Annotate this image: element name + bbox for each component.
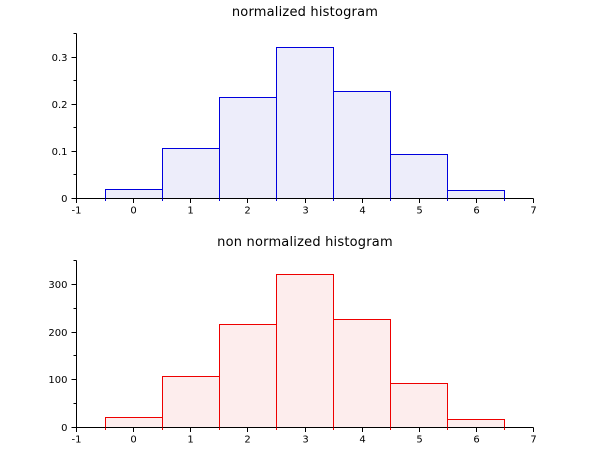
svg-text:4: 4 [359, 435, 365, 446]
chart-title-normalized: normalized histogram [231, 5, 379, 20]
svg-text:0: 0 [61, 194, 67, 205]
svg-text:2: 2 [244, 206, 250, 217]
chart-non-normalized-histogram: non normalized histogram 0 100 200 300 -1 0 1 2… [0, 230, 610, 460]
svg-text:1: 1 [187, 206, 193, 217]
normalized-histogram-plot: 0 0.1 0.2 0.3 -1 0 1 2 3 4 5 6 7 [52, 33, 537, 217]
svg-text:5: 5 [416, 206, 422, 217]
chart-title-non-normalized: non normalized histogram [217, 235, 393, 250]
svg-text:200: 200 [48, 328, 67, 339]
svg-text:300: 300 [48, 280, 67, 291]
svg-text:0.3: 0.3 [52, 53, 68, 64]
svg-text:0: 0 [130, 206, 136, 217]
svg-text:100: 100 [48, 375, 67, 386]
chart-normalized-histogram: normalized histogram 0 0.1 0.2 0.3 -1 0 1 2 3 4 5 6… [52, 5, 537, 217]
svg-text:-1: -1 [72, 435, 82, 446]
svg-text:7: 7 [530, 206, 536, 217]
svg-text:0: 0 [130, 435, 136, 446]
svg-text:0.1: 0.1 [52, 147, 68, 158]
svg-text:-1: -1 [72, 206, 82, 217]
svg-text:6: 6 [473, 435, 479, 446]
non-normalized-histogram-plot: 0 100 200 300 -1 0 1 2 3 4 5 6 7 [48, 260, 537, 446]
svg-text:6: 6 [473, 206, 479, 217]
svg-text:3: 3 [302, 206, 308, 217]
svg-text:7: 7 [530, 435, 536, 446]
svg-text:2: 2 [244, 435, 250, 446]
svg-text:0.2: 0.2 [52, 100, 68, 111]
svg-text:1: 1 [187, 435, 193, 446]
svg-text:4: 4 [359, 206, 365, 217]
svg-text:3: 3 [302, 435, 308, 446]
svg-text:5: 5 [416, 435, 422, 446]
svg-text:0: 0 [61, 423, 67, 434]
